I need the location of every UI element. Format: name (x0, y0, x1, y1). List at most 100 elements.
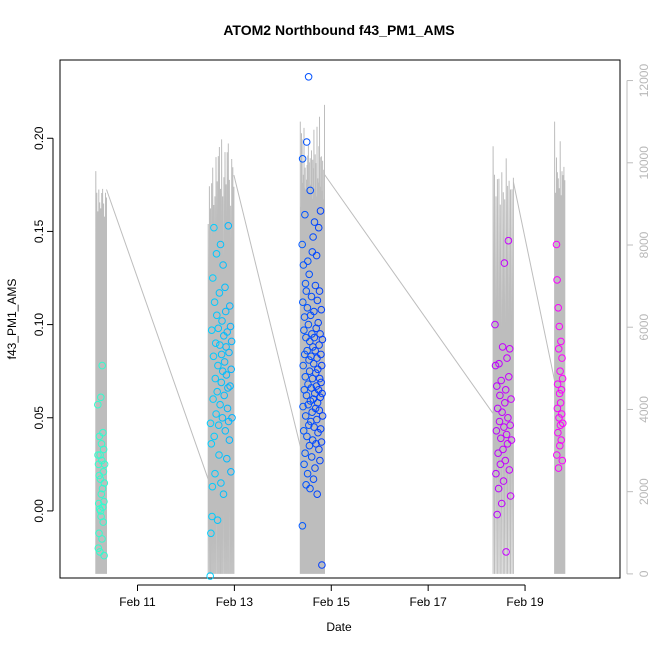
data-point (97, 490, 106, 499)
data-point (214, 361, 222, 370)
data-point (99, 518, 107, 526)
data-point (305, 441, 314, 450)
data-point (224, 384, 232, 392)
data-point (301, 279, 310, 288)
data-point (228, 414, 236, 422)
data-point (209, 395, 217, 403)
secondary-line-layer (95, 104, 566, 574)
data-point (206, 419, 215, 428)
data-point (310, 218, 319, 226)
data-point (313, 415, 321, 424)
data-point (98, 484, 107, 493)
data-point (556, 441, 564, 450)
data-point (315, 445, 323, 454)
data-point (506, 421, 515, 430)
secondary-series-connector (512, 181, 556, 381)
data-point (226, 382, 234, 390)
data-point (316, 207, 325, 215)
data-point (300, 326, 308, 335)
x-tick-label: Feb 15 (313, 595, 351, 609)
data-point (501, 386, 510, 394)
data-point (221, 427, 230, 435)
data-point (304, 320, 313, 329)
data-point (556, 421, 565, 430)
data-point (307, 292, 316, 301)
data-point (553, 404, 562, 413)
data-point (215, 451, 223, 459)
data-point (299, 261, 308, 269)
data-point (218, 414, 227, 422)
data-point (305, 421, 313, 430)
data-point (213, 387, 221, 396)
data-point (311, 346, 320, 355)
x-tick-label: Feb 17 (409, 595, 447, 609)
data-point (98, 503, 107, 512)
data-point (227, 337, 236, 346)
data-point (314, 428, 322, 437)
data-point (207, 529, 215, 538)
data-point (497, 434, 505, 443)
data-point (494, 449, 502, 458)
y2-tick-label: 12000 (637, 64, 650, 98)
data-point (306, 337, 314, 346)
data-point (302, 391, 311, 400)
y-tick-label: 0.10 (32, 313, 46, 337)
data-point (308, 330, 316, 338)
data-point (557, 410, 566, 418)
data-point (98, 535, 106, 543)
data-point (306, 484, 314, 493)
data-point (209, 352, 218, 361)
data-point (225, 348, 233, 357)
data-point (304, 73, 313, 81)
data-point (315, 374, 324, 383)
data-point (492, 427, 501, 435)
data-point (557, 436, 566, 444)
data-point (496, 460, 505, 469)
data-point (298, 522, 307, 530)
data-point (555, 389, 564, 398)
data-point (208, 482, 217, 491)
data-point (313, 490, 322, 499)
data-point (500, 259, 509, 267)
data-point (318, 389, 326, 398)
data-point (315, 406, 324, 415)
data-point (309, 395, 318, 403)
data-point (212, 410, 220, 418)
data-point (501, 399, 509, 407)
data-point (301, 210, 309, 219)
data-point (554, 304, 563, 312)
data-point (312, 382, 321, 390)
data-point (99, 428, 107, 437)
data-point (316, 425, 325, 433)
data-point (96, 475, 105, 484)
data-point (502, 548, 510, 556)
data-point (553, 276, 561, 284)
data-point (96, 451, 104, 459)
data-point (318, 335, 327, 344)
data-point (216, 400, 224, 409)
data-point (225, 436, 234, 444)
data-point (100, 460, 109, 469)
y2-tick-label: 2000 (637, 478, 650, 505)
data-point (302, 287, 311, 295)
data-point (308, 374, 317, 383)
data-point (305, 270, 314, 279)
data-point (207, 326, 216, 335)
data-point (316, 456, 324, 465)
data-point (305, 356, 313, 364)
x-tick-label: Feb 13 (216, 595, 254, 609)
data-point (210, 223, 218, 232)
data-point (227, 468, 235, 476)
x-tick-label: Feb 11 (119, 595, 156, 609)
plot-frame (59, 59, 621, 579)
data-point (217, 350, 226, 359)
data-point (301, 412, 310, 420)
data-point (495, 417, 504, 426)
data-point (555, 414, 563, 422)
data-point (554, 464, 563, 472)
data-point (493, 404, 502, 413)
data-point (98, 361, 106, 370)
data-point (211, 469, 219, 478)
y2-tick-label: 8000 (637, 231, 650, 258)
secondary-series-connector (106, 189, 209, 480)
